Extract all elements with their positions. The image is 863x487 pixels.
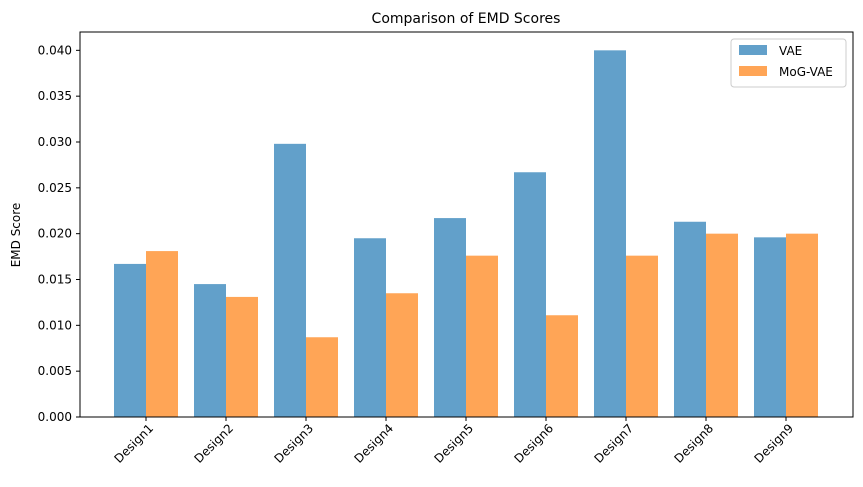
bar-mog-vae-design3: [306, 337, 338, 417]
y-axis-label: EMD Score: [9, 203, 23, 268]
y-axis-ticks: 0.000 0.005 0.010 0.015 0.020 0.025 0.030 0.035…: [38, 43, 80, 424]
bar-mog-vae-design9: [786, 233, 818, 417]
y-tick-label: 0.015: [38, 273, 72, 287]
y-tick-label: 0.005: [38, 364, 72, 378]
bar-vae-design9: [754, 237, 786, 417]
y-tick-label: 0.000: [38, 410, 72, 424]
bar-mog-vae-design6: [546, 315, 578, 417]
bar-mog-vae-design4: [386, 293, 418, 417]
y-tick-label: 0.040: [38, 43, 72, 57]
y-tick-label: 0.010: [38, 318, 72, 332]
y-tick-label: 0.025: [38, 181, 72, 195]
x-tick-label: Design8: [672, 421, 717, 466]
bar-vae-design4: [354, 238, 386, 417]
bar-vae-design2: [194, 284, 226, 417]
x-tick-label: Design6: [512, 421, 557, 466]
bar-mog-vae-design5: [466, 255, 498, 417]
bar-vae-design5: [434, 218, 466, 417]
bar-vae-design3: [274, 143, 306, 418]
bar-vae-design6: [514, 172, 546, 417]
x-tick-label: Design4: [352, 421, 397, 466]
x-tick-label: Design1: [112, 421, 157, 466]
bar-mog-vae-design8: [706, 233, 738, 417]
x-tick-label: Design9: [752, 421, 797, 466]
y-tick-label: 0.020: [38, 227, 72, 241]
legend-swatch-vae: [739, 45, 767, 55]
chart-title: Comparison of EMD Scores: [372, 11, 561, 27]
y-tick-label: 0.030: [38, 135, 72, 149]
bar-mog-vae-design7: [626, 255, 658, 417]
bars-group: [114, 50, 818, 418]
x-axis-ticks: Design1 Design2 Design3 Design4 Design5 Desig…: [112, 417, 797, 466]
x-tick-label: Design5: [432, 421, 477, 466]
x-tick-label: Design7: [592, 421, 637, 466]
bar-vae-design7: [594, 50, 626, 417]
x-tick-label: Design2: [192, 421, 237, 466]
legend-label-vae: VAE: [779, 44, 802, 58]
bar-mog-vae-design2: [226, 296, 258, 417]
bar-vae-design8: [674, 221, 706, 417]
legend-swatch-mog-vae: [739, 66, 767, 76]
x-tick-label: Design3: [272, 421, 317, 466]
bar-vae-design1: [114, 263, 146, 417]
bar-mog-vae-design1: [146, 251, 178, 417]
plot-frame: [79, 31, 854, 418]
legend: VAE MoG-VAE: [730, 38, 847, 88]
y-tick-label: 0.035: [38, 89, 72, 103]
legend-label-mog-vae: MoG-VAE: [779, 65, 833, 79]
